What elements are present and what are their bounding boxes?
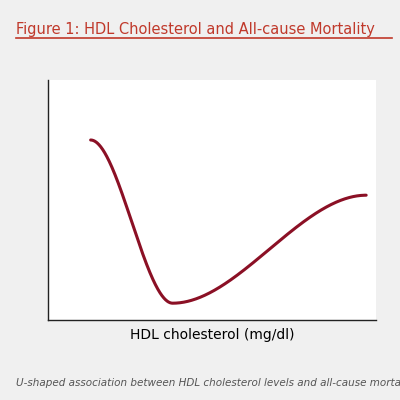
X-axis label: HDL cholesterol (mg/dl): HDL cholesterol (mg/dl) [130,328,294,342]
Text: U-shaped association between HDL cholesterol levels and all-cause mortality.: U-shaped association between HDL cholest… [16,378,400,388]
Text: Figure 1: HDL Cholesterol and All-cause Mortality: Figure 1: HDL Cholesterol and All-cause … [16,22,375,37]
